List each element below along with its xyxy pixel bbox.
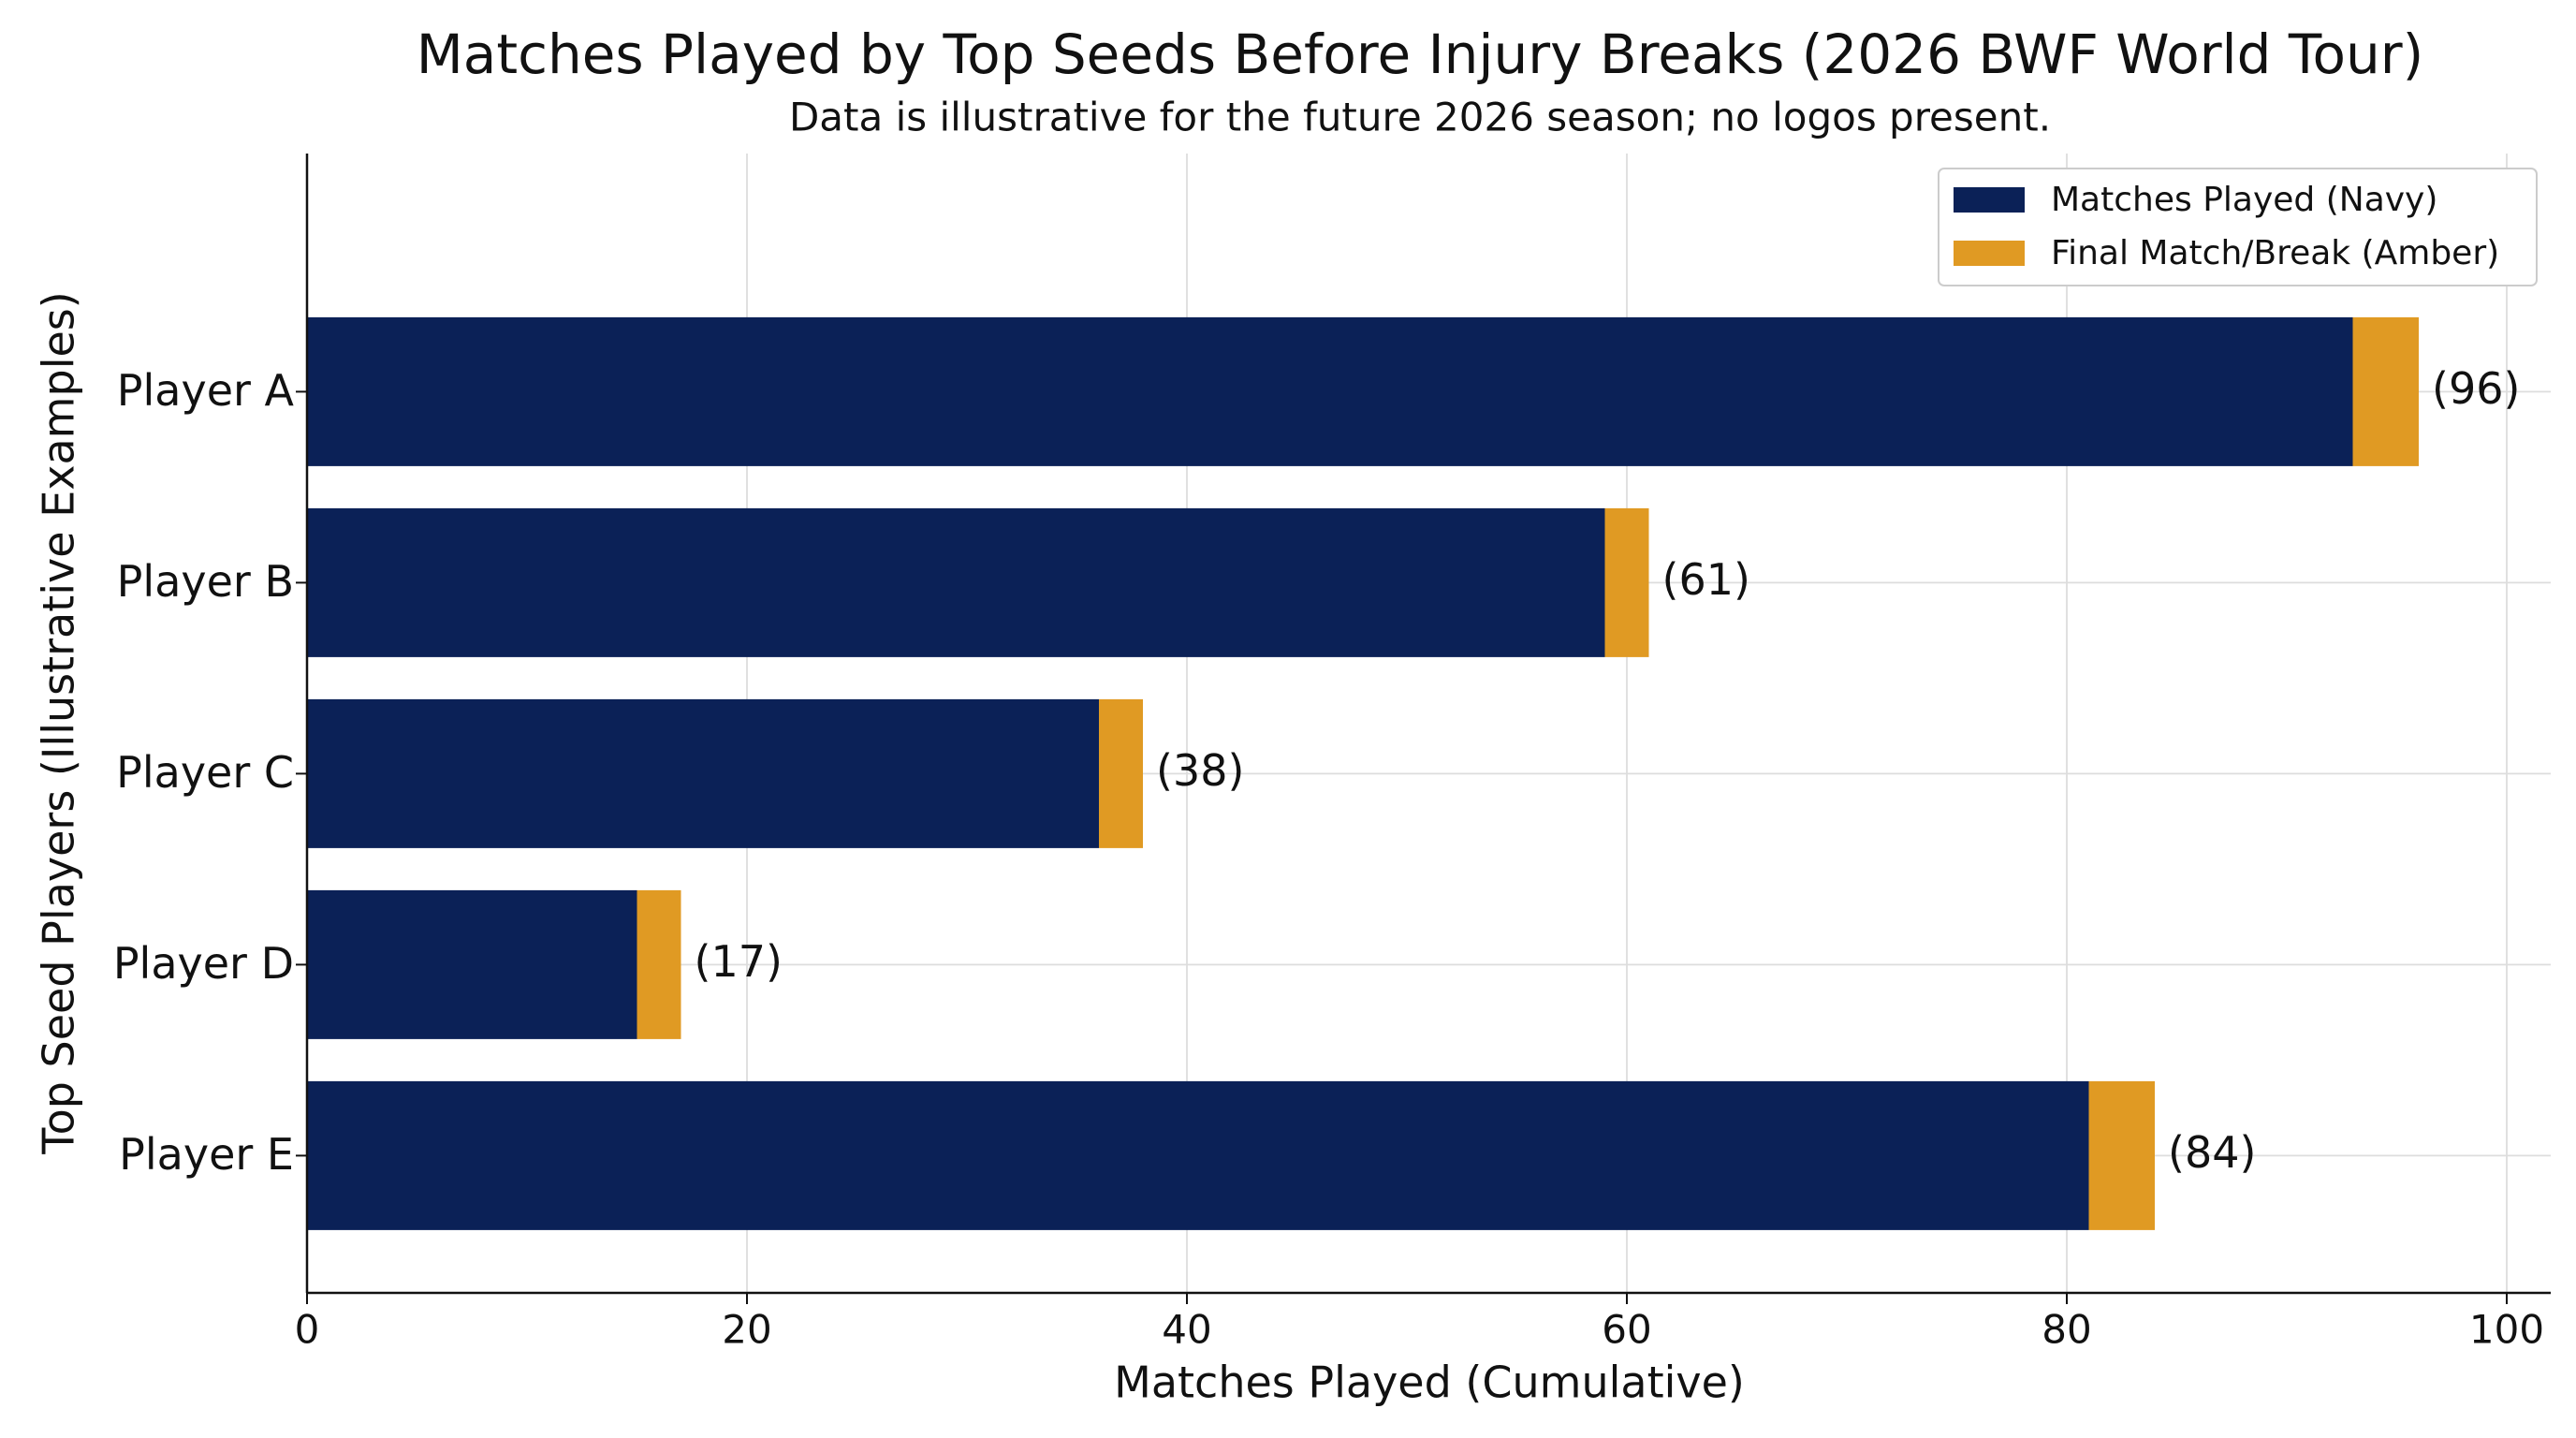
legend-label: Final Match/Break (Amber): [2051, 234, 2499, 272]
chart-title: Matches Played by Top Seeds Before Injur…: [417, 22, 2423, 86]
bar-segment: [307, 698, 1099, 848]
bar-segment: [307, 889, 637, 1039]
x-tick-label: 40: [1162, 1307, 1211, 1353]
x-axis-label: Matches Played (Cumulative): [1114, 1357, 1745, 1408]
y-tick-label: Player E: [119, 1129, 294, 1180]
x-tick-label: 80: [2042, 1307, 2091, 1353]
chart-subtitle: Data is illustrative for the future 2026…: [789, 95, 2051, 140]
x-tick-label: 100: [2469, 1307, 2544, 1353]
bar-segment: [307, 316, 2353, 466]
bar-segment: [637, 889, 681, 1039]
x-tick-label: 0: [295, 1307, 320, 1353]
total-label: (17): [695, 936, 783, 987]
y-tick-label: Player C: [116, 747, 294, 798]
bar-segment: [1099, 698, 1143, 848]
total-label: (84): [2168, 1127, 2256, 1178]
total-label: (96): [2432, 363, 2520, 414]
bar-segment: [2352, 316, 2419, 466]
bar-segment: [2088, 1080, 2155, 1230]
bar-segment: [307, 507, 1605, 657]
total-label: (38): [1156, 745, 1244, 796]
y-tick-label: Player A: [117, 365, 295, 416]
x-tick-label: 60: [1602, 1307, 1651, 1353]
bar-segment: [307, 1080, 2089, 1230]
bar-segment: [1604, 507, 1649, 657]
legend-label: Matches Played (Navy): [2051, 181, 2437, 219]
legend-box: [1938, 168, 2538, 286]
y-tick-label: Player B: [117, 556, 294, 607]
y-tick-label: Player D: [113, 938, 294, 989]
x-tick-label: 20: [722, 1307, 771, 1353]
legend-swatch: [1954, 187, 2025, 213]
total-label: (61): [1662, 554, 1750, 605]
y-axis-label: Top Seed Players (Illustrative Examples): [34, 291, 84, 1154]
legend-swatch: [1954, 241, 2025, 266]
